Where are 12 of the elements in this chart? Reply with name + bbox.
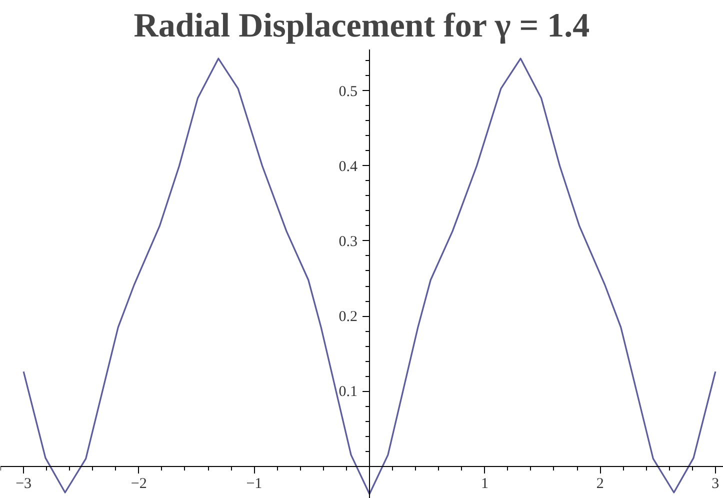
x-tick-label: −1: [246, 476, 262, 492]
x-tick-label: 1: [481, 476, 489, 492]
x-tick-label: 2: [596, 476, 604, 492]
y-tick-label: 0.1: [338, 384, 358, 400]
x-tick-label: 3: [712, 476, 720, 492]
y-tick-label: 0.2: [338, 309, 358, 326]
x-tick-label: −3: [16, 476, 32, 492]
y-tick-label: 0.5: [338, 84, 358, 100]
y-tick-label: 0.4: [338, 158, 358, 175]
y-tick-label: 0.3: [338, 234, 358, 250]
chart-title: Radial Displacement for γ = 1.4: [134, 8, 590, 44]
x-tick-label: −2: [130, 476, 147, 492]
